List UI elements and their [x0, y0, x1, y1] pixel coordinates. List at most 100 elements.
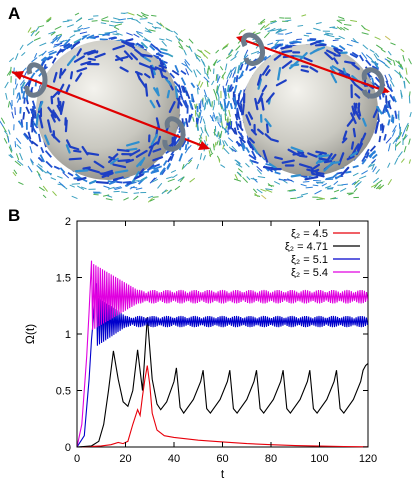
field-arrow — [211, 80, 215, 86]
surface-arrow — [138, 168, 145, 175]
surface-arrow — [58, 68, 63, 79]
field-arrow — [41, 50, 47, 56]
field-arrow — [147, 195, 154, 199]
field-arrow — [175, 35, 181, 42]
field-arrow — [112, 33, 119, 36]
field-arrow — [37, 133, 42, 143]
field-arrow — [195, 122, 198, 128]
field-arrow — [167, 155, 173, 163]
field-arrow — [35, 27, 39, 32]
panel-a-letter: A — [8, 4, 21, 23]
field-arrow — [226, 84, 230, 93]
field-arrow — [173, 80, 180, 88]
field-arrow — [179, 176, 185, 183]
surface-arrow — [87, 50, 99, 56]
field-arrow — [229, 72, 233, 79]
surface-arrow — [264, 118, 272, 128]
field-arrow — [297, 24, 304, 27]
field-arrow — [155, 52, 163, 57]
surface-arrow — [174, 85, 179, 99]
field-arrow — [178, 45, 184, 50]
field-arrow — [4, 81, 9, 89]
surface-arrow — [357, 102, 361, 113]
field-arrow — [237, 130, 244, 139]
field-arrow — [361, 32, 369, 35]
field-arrow — [234, 66, 237, 74]
surface-arrow — [82, 166, 91, 170]
field-arrow — [375, 44, 383, 50]
surface-arrow — [354, 110, 361, 120]
surface-arrow — [76, 176, 87, 182]
surface-arrow — [264, 133, 272, 140]
field-arrow — [300, 192, 308, 196]
surface-arrow — [261, 65, 270, 76]
field-arrow — [101, 19, 110, 22]
field-arrow — [214, 141, 217, 148]
panel-b-letter: B — [8, 206, 21, 225]
field-arrow — [337, 16, 345, 20]
field-arrow — [212, 112, 216, 120]
surface-arrow — [116, 148, 130, 153]
field-arrow — [46, 171, 53, 175]
field-arrow — [77, 185, 85, 191]
field-arrow — [369, 145, 376, 152]
field-arrow — [333, 180, 339, 186]
field-arrow — [151, 14, 157, 17]
field-arrow — [67, 171, 74, 177]
field-arrow — [107, 186, 115, 190]
surface-arrow — [155, 117, 161, 129]
field-arrow — [250, 50, 260, 55]
field-arrow — [285, 19, 292, 22]
field-arrow — [209, 152, 214, 157]
field-arrow — [398, 123, 401, 130]
field-arrow — [17, 159, 24, 166]
field-arrow — [160, 47, 168, 52]
field-arrow — [216, 131, 219, 138]
surface-arrow — [361, 132, 367, 141]
field-arrow — [100, 22, 107, 25]
field-arrow — [264, 23, 270, 29]
surface-arrow — [69, 71, 74, 80]
surface-arrow — [152, 148, 162, 153]
field-arrow — [315, 22, 322, 25]
field-arrow — [42, 194, 47, 199]
surface-arrow — [323, 159, 333, 164]
surface-arrow — [112, 44, 125, 51]
surface-arrow — [93, 160, 105, 169]
surface-arrow — [57, 97, 61, 106]
field-arrow — [384, 104, 388, 113]
field-arrow — [7, 136, 10, 143]
field-arrow — [338, 44, 346, 51]
field-arrow — [393, 60, 396, 66]
surface-arrow — [153, 87, 160, 97]
field-arrow — [237, 123, 244, 132]
field-arrow — [71, 183, 80, 185]
field-arrow — [329, 26, 336, 29]
field-arrow — [21, 51, 26, 57]
surface-arrow — [75, 72, 83, 82]
field-arrow — [200, 126, 204, 134]
field-arrow — [217, 121, 222, 128]
field-arrow — [162, 160, 168, 167]
field-arrow — [66, 44, 73, 50]
surface-arrow — [122, 41, 135, 46]
field-arrow — [203, 76, 210, 83]
surface-arrow — [326, 152, 333, 161]
surface-arrow — [87, 57, 96, 61]
field-arrow — [223, 98, 227, 107]
surface-arrow — [52, 71, 58, 83]
field-arrow — [23, 97, 26, 104]
field-arrow — [373, 53, 379, 61]
field-arrow — [152, 54, 160, 59]
field-arrow — [199, 133, 203, 139]
surface-arrow — [344, 60, 356, 65]
field-arrow — [372, 177, 379, 183]
field-arrow — [400, 63, 404, 70]
field-arrow — [180, 69, 187, 76]
field-arrow — [206, 98, 209, 105]
field-arrow — [192, 116, 195, 122]
field-arrow — [187, 159, 192, 165]
field-arrow — [380, 48, 386, 53]
surface-arrow — [290, 146, 304, 153]
field-arrow — [331, 172, 339, 179]
